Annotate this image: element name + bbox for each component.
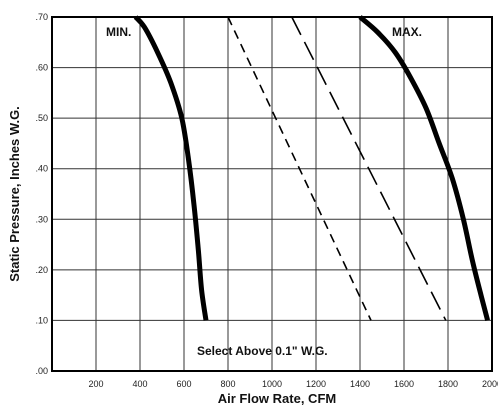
y-axis-title: Static Pressure, Inches W.G. — [7, 106, 22, 282]
curve-max — [358, 15, 491, 322]
curve-min — [133, 15, 209, 321]
curve-short-dash-1 — [227, 16, 372, 321]
max-label: MAX. — [392, 25, 422, 39]
x-tick-label: 1200 — [306, 379, 326, 389]
y-tick-label: .30 — [35, 214, 48, 224]
y-tick-label: .70 — [35, 12, 48, 22]
curve-long-dash-2 — [291, 16, 447, 321]
x-tick-label: 800 — [220, 379, 235, 389]
x-tick-label: 2000 — [482, 379, 498, 389]
min-label: MIN. — [106, 25, 131, 39]
x-tick-label: 600 — [176, 379, 191, 389]
x-axis-title: Air Flow Rate, CFM — [218, 391, 336, 406]
curves — [133, 15, 491, 322]
grid — [52, 17, 492, 371]
x-tick-label: 1400 — [350, 379, 370, 389]
y-tick-label: .60 — [35, 63, 48, 73]
plot-frame — [51, 16, 493, 372]
x-tick-label: 1800 — [438, 379, 458, 389]
y-tick-label: .10 — [35, 315, 48, 325]
x-tick-label: 200 — [88, 379, 103, 389]
y-tick-label: .50 — [35, 113, 48, 123]
y-tick-label: .40 — [35, 164, 48, 174]
y-tick-label: .20 — [35, 265, 48, 275]
x-tick-label: 1000 — [262, 379, 282, 389]
y-tick-label: .00 — [35, 366, 48, 376]
selection-note: Select Above 0.1" W.G. — [197, 344, 328, 358]
tick-labels: 200 400 600 800 1000 1200 1400 1600 1800 2000 .00.… — [35, 12, 498, 389]
x-tick-label: 400 — [132, 379, 147, 389]
x-tick-label: 1600 — [394, 379, 414, 389]
